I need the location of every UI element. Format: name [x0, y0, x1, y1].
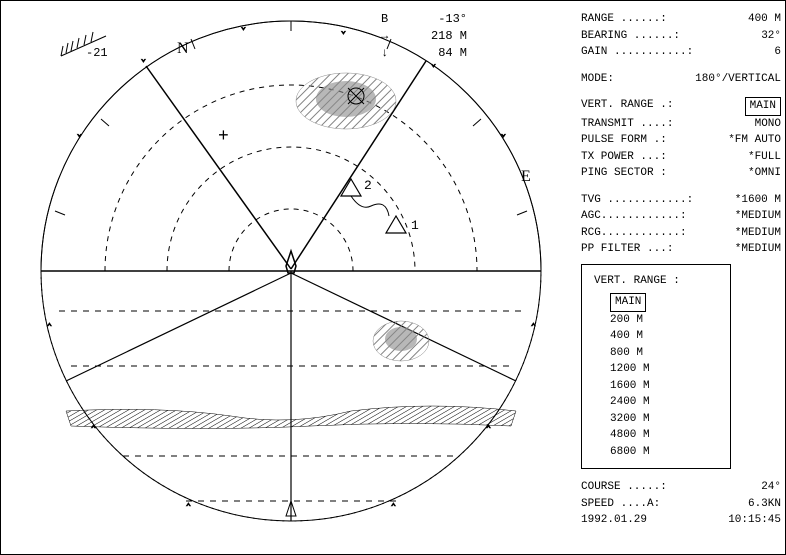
vert-range-menu: VERT. RANGE : MAIN 200 M 400 M 800 M 120… [581, 264, 731, 470]
param-speed: SPEED ....A: 6.3KN [581, 496, 781, 513]
sonar-svg: N E + 2 1 [11, 11, 571, 541]
arrow-right-icon: → [381, 28, 401, 45]
vert-range-option[interactable]: 2400 M [594, 394, 718, 411]
cross-marker: + [218, 127, 229, 147]
vert-range-option[interactable]: 1600 M [594, 378, 718, 395]
marker-2-label: 2 [364, 178, 372, 193]
param-rcg[interactable]: RCG............: *MEDIUM [581, 225, 781, 242]
marker-triangle-1 [386, 216, 406, 233]
east-label: E [521, 168, 531, 185]
compass-heading: -21 [41, 21, 121, 75]
parameter-panel: RANGE ......: 400 M BEARING ......: 32° … [581, 11, 781, 529]
track-line [351, 196, 389, 216]
datetime: 1992.01.29 10:15:45 [581, 512, 781, 529]
vert-range-option[interactable]: 800 M [594, 345, 718, 362]
arrow-down-icon: ↓ [381, 45, 401, 62]
vessel-icon [286, 251, 296, 273]
param-bearing: BEARING ......: 32° [581, 28, 781, 45]
svg-text:⌃: ⌃ [186, 503, 191, 512]
svg-text:⌃: ⌃ [391, 503, 396, 512]
param-pp-filter[interactable]: PP FILTER ...: *MEDIUM [581, 241, 781, 258]
param-range: RANGE ......: 400 M [581, 11, 781, 28]
marker-1-label: 1 [411, 218, 419, 233]
param-pulse-form[interactable]: PULSE FORM .: *FM AUTO [581, 132, 781, 149]
svg-text:⌃: ⌃ [531, 323, 536, 332]
param-agc[interactable]: AGC............: *MEDIUM [581, 208, 781, 225]
b-value: -13° [407, 11, 467, 28]
vert-range-option[interactable]: 6800 M [594, 444, 718, 461]
vert-range-option[interactable]: 200 M [594, 312, 718, 329]
param-ping-sector[interactable]: PING SECTOR : *OMNI [581, 165, 781, 182]
beam-line-left [146, 66, 291, 269]
param-gain: GAIN ...........: 6 [581, 44, 781, 61]
svg-text:⌃: ⌃ [486, 425, 491, 434]
range-right-value: 218 M [407, 28, 467, 45]
vert-beam-left [66, 273, 291, 381]
svg-text:⌄: ⌄ [77, 130, 82, 139]
svg-text:⌄: ⌄ [501, 130, 506, 139]
range-down-value: 84 M [407, 45, 467, 62]
b-label: B [381, 11, 401, 28]
param-tx-power[interactable]: TX POWER ...: *FULL [581, 149, 781, 166]
svg-text:⌄: ⌄ [141, 55, 146, 64]
param-course: COURSE .....: 24° [581, 479, 781, 496]
vert-range-option[interactable]: 3200 M [594, 411, 718, 428]
north-label: N [177, 40, 189, 57]
param-mode: MODE: 180°/VERTICAL [581, 71, 781, 88]
param-vert-range[interactable]: VERT. RANGE .: MAIN [581, 97, 781, 116]
vert-range-menu-title: VERT. RANGE : [594, 273, 718, 290]
svg-text:⌃: ⌃ [47, 323, 52, 332]
position-readout: B -13° → 218 M ↓ 84 M [381, 11, 467, 61]
svg-text:⌄: ⌄ [241, 23, 246, 32]
vert-range-option-main[interactable]: MAIN [594, 293, 718, 312]
svg-text:-21: -21 [86, 46, 108, 60]
sonar-display: N E + 2 1 [11, 11, 571, 541]
vert-range-option[interactable]: 1200 M [594, 361, 718, 378]
svg-text:⌃: ⌃ [91, 425, 96, 434]
param-tvg[interactable]: TVG ............: *1600 M [581, 192, 781, 209]
vert-range-option[interactable]: 400 M [594, 328, 718, 345]
vert-range-option[interactable]: 4800 M [594, 427, 718, 444]
param-transmit[interactable]: TRANSMIT ....: MONO [581, 116, 781, 133]
svg-text:⌄: ⌄ [341, 27, 346, 36]
